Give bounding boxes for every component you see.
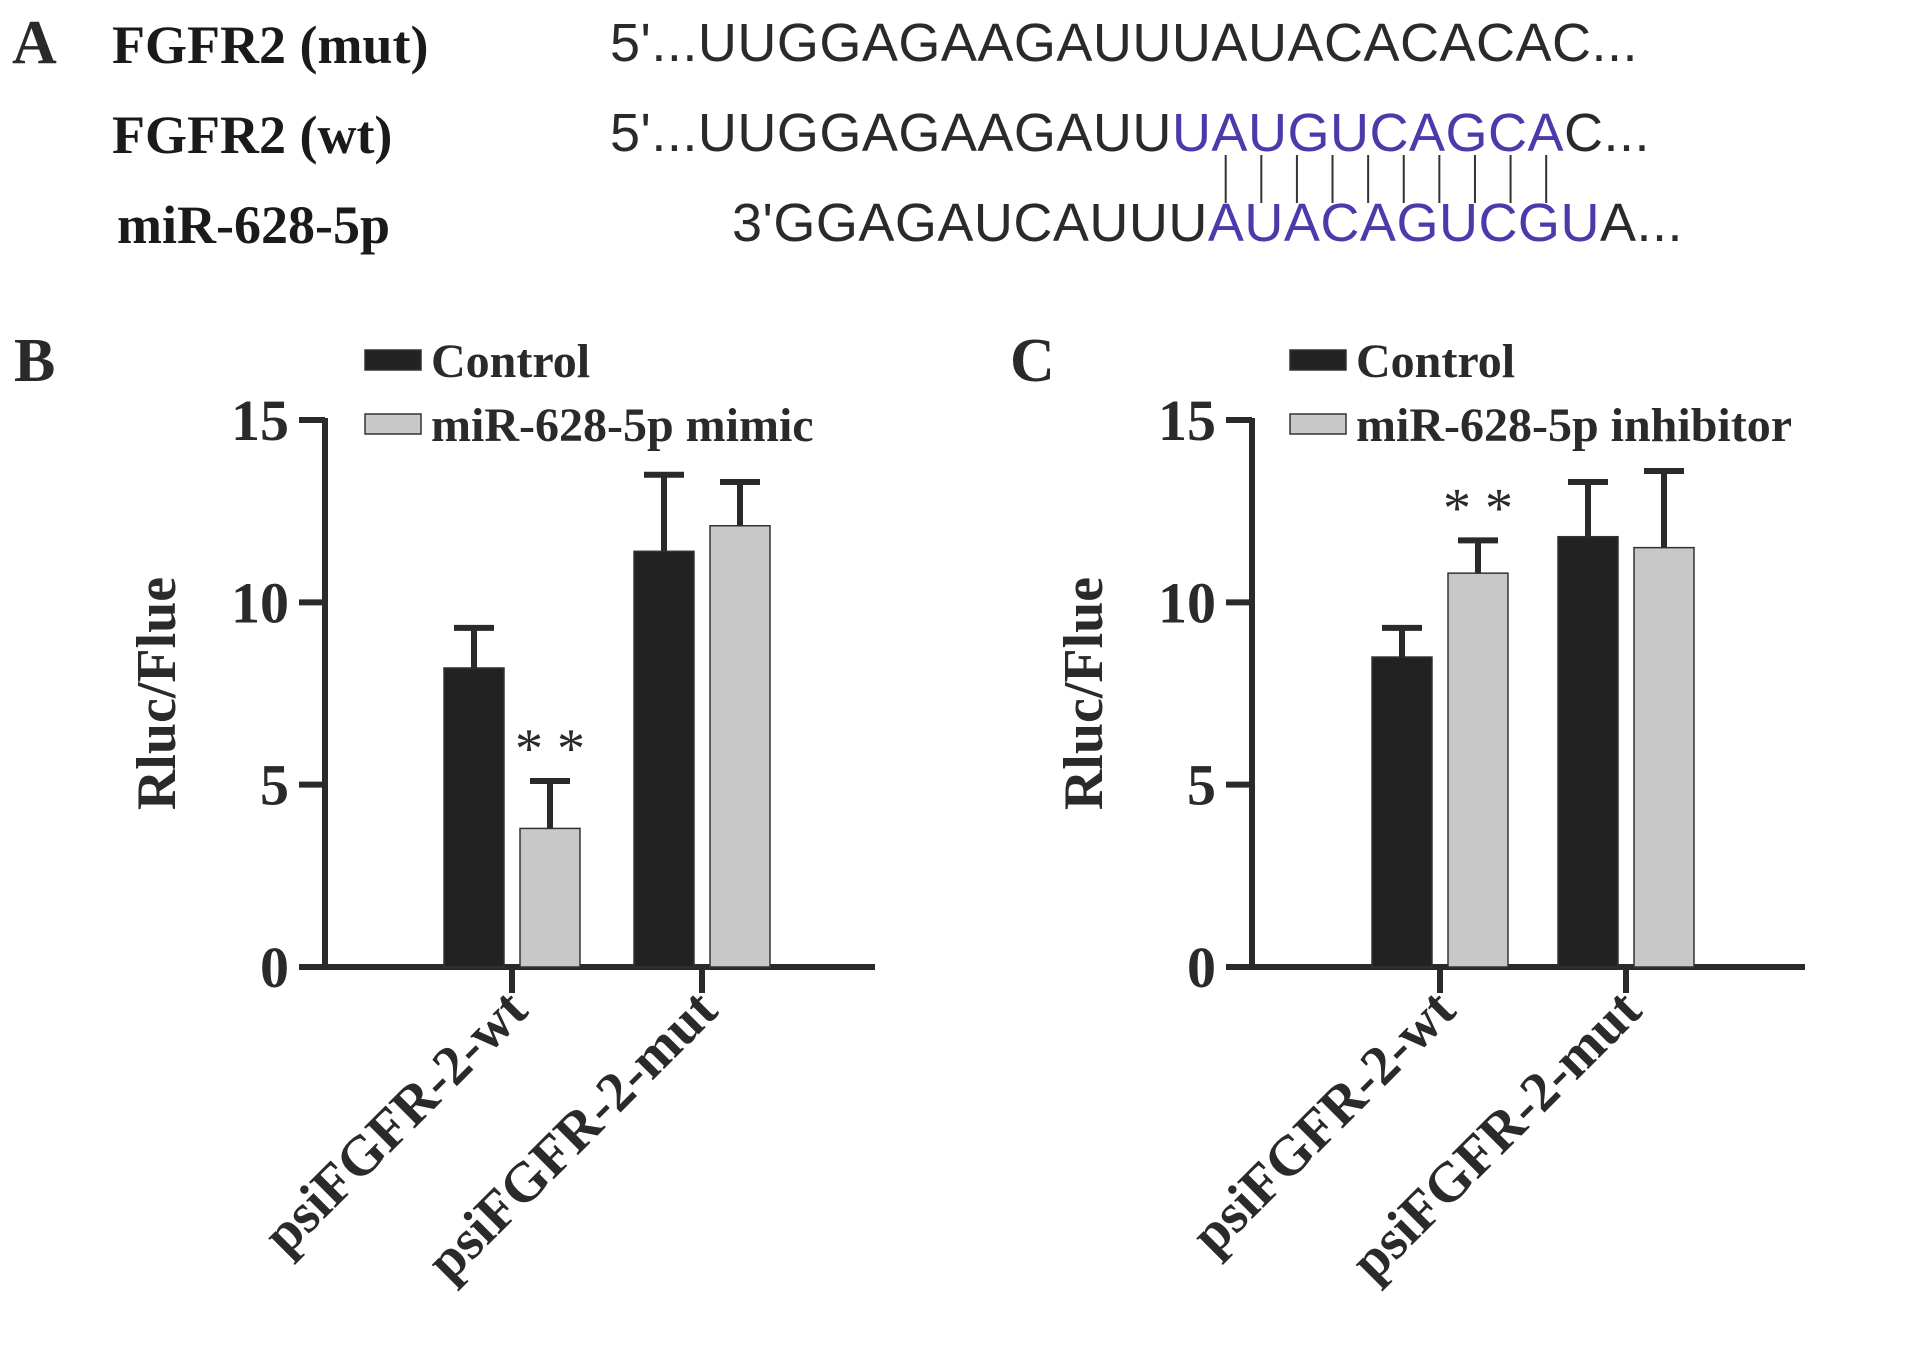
seq-name-fgfr2-mut: FGFR2 (mut): [112, 15, 429, 75]
y-tick-label: 5: [260, 753, 289, 818]
y-tick-label: 0: [1187, 935, 1216, 1000]
bar: [443, 667, 505, 968]
legend-label: miR-628-5p mimic: [431, 399, 814, 452]
seq-suffix: ...: [1591, 13, 1639, 73]
pairing-lines: [1224, 155, 1548, 203]
seq-suffix: ...: [1603, 103, 1650, 163]
seq-prefix: 5'...: [610, 13, 698, 73]
legend-label: Control: [431, 335, 590, 388]
y-axis-label: Rluc/Flue: [126, 577, 188, 810]
legend-swatch: [364, 349, 422, 371]
bar: [709, 525, 771, 968]
panel-a-letter: A: [12, 9, 57, 77]
seq-suffix: ...: [1636, 193, 1683, 253]
seq-plain: UUGGAGAAGAUU: [697, 103, 1172, 163]
seq-plain: UUGGAGAAGAUUUAUACACACAC: [697, 13, 1592, 73]
significance-label: * *: [515, 718, 585, 780]
bar: [1371, 656, 1433, 968]
y-tick-label: 5: [1187, 753, 1216, 818]
panel-c-letter: C: [1010, 327, 1055, 395]
bar: [1633, 546, 1695, 968]
seq-name-fgfr2-wt: FGFR2 (wt): [112, 105, 393, 165]
seq-prefix: 3': [732, 193, 774, 253]
seq-after: A: [1599, 193, 1637, 253]
seq-highlight: UAUGUCAGCA: [1171, 103, 1564, 163]
y-tick-label: 10: [1158, 570, 1216, 635]
bar: [519, 827, 581, 968]
bar: [1557, 535, 1619, 968]
y-tick-label: 15: [1158, 388, 1216, 453]
y-axis-label: Rluc/Flue: [1053, 577, 1115, 810]
seq-mir-628-5p: 3'GGAGAUCAUUUAUACAGUCGUA...: [732, 192, 1683, 254]
seq-fgfr2-mut: 5'...UUGGAGAAGAUUUAUACACACAC...: [610, 12, 1638, 74]
legend-swatch: [1289, 413, 1347, 435]
bar: [633, 550, 695, 968]
seq-plain: GGAGAUCAUUU: [773, 193, 1208, 253]
legend-swatch: [1289, 349, 1347, 371]
seq-prefix: 5'...: [610, 103, 698, 163]
y-tick-label: 15: [231, 388, 289, 453]
legend-label: miR-628-5p inhibitor: [1356, 399, 1792, 452]
seq-name-mir-628-5p: miR-628-5p: [117, 195, 390, 255]
seq-after: C: [1563, 103, 1604, 163]
bar: [1447, 572, 1509, 968]
significance-label: * *: [1443, 477, 1513, 539]
legend-swatch: [364, 413, 422, 435]
panel-b-letter: B: [14, 327, 56, 395]
y-tick-label: 10: [231, 570, 289, 635]
y-tick-label: 0: [260, 935, 289, 1000]
legend-label: Control: [1356, 335, 1515, 388]
seq-fgfr2-wt: 5'...UUGGAGAAGAUUUAUGUCAGCAC...: [610, 102, 1650, 164]
